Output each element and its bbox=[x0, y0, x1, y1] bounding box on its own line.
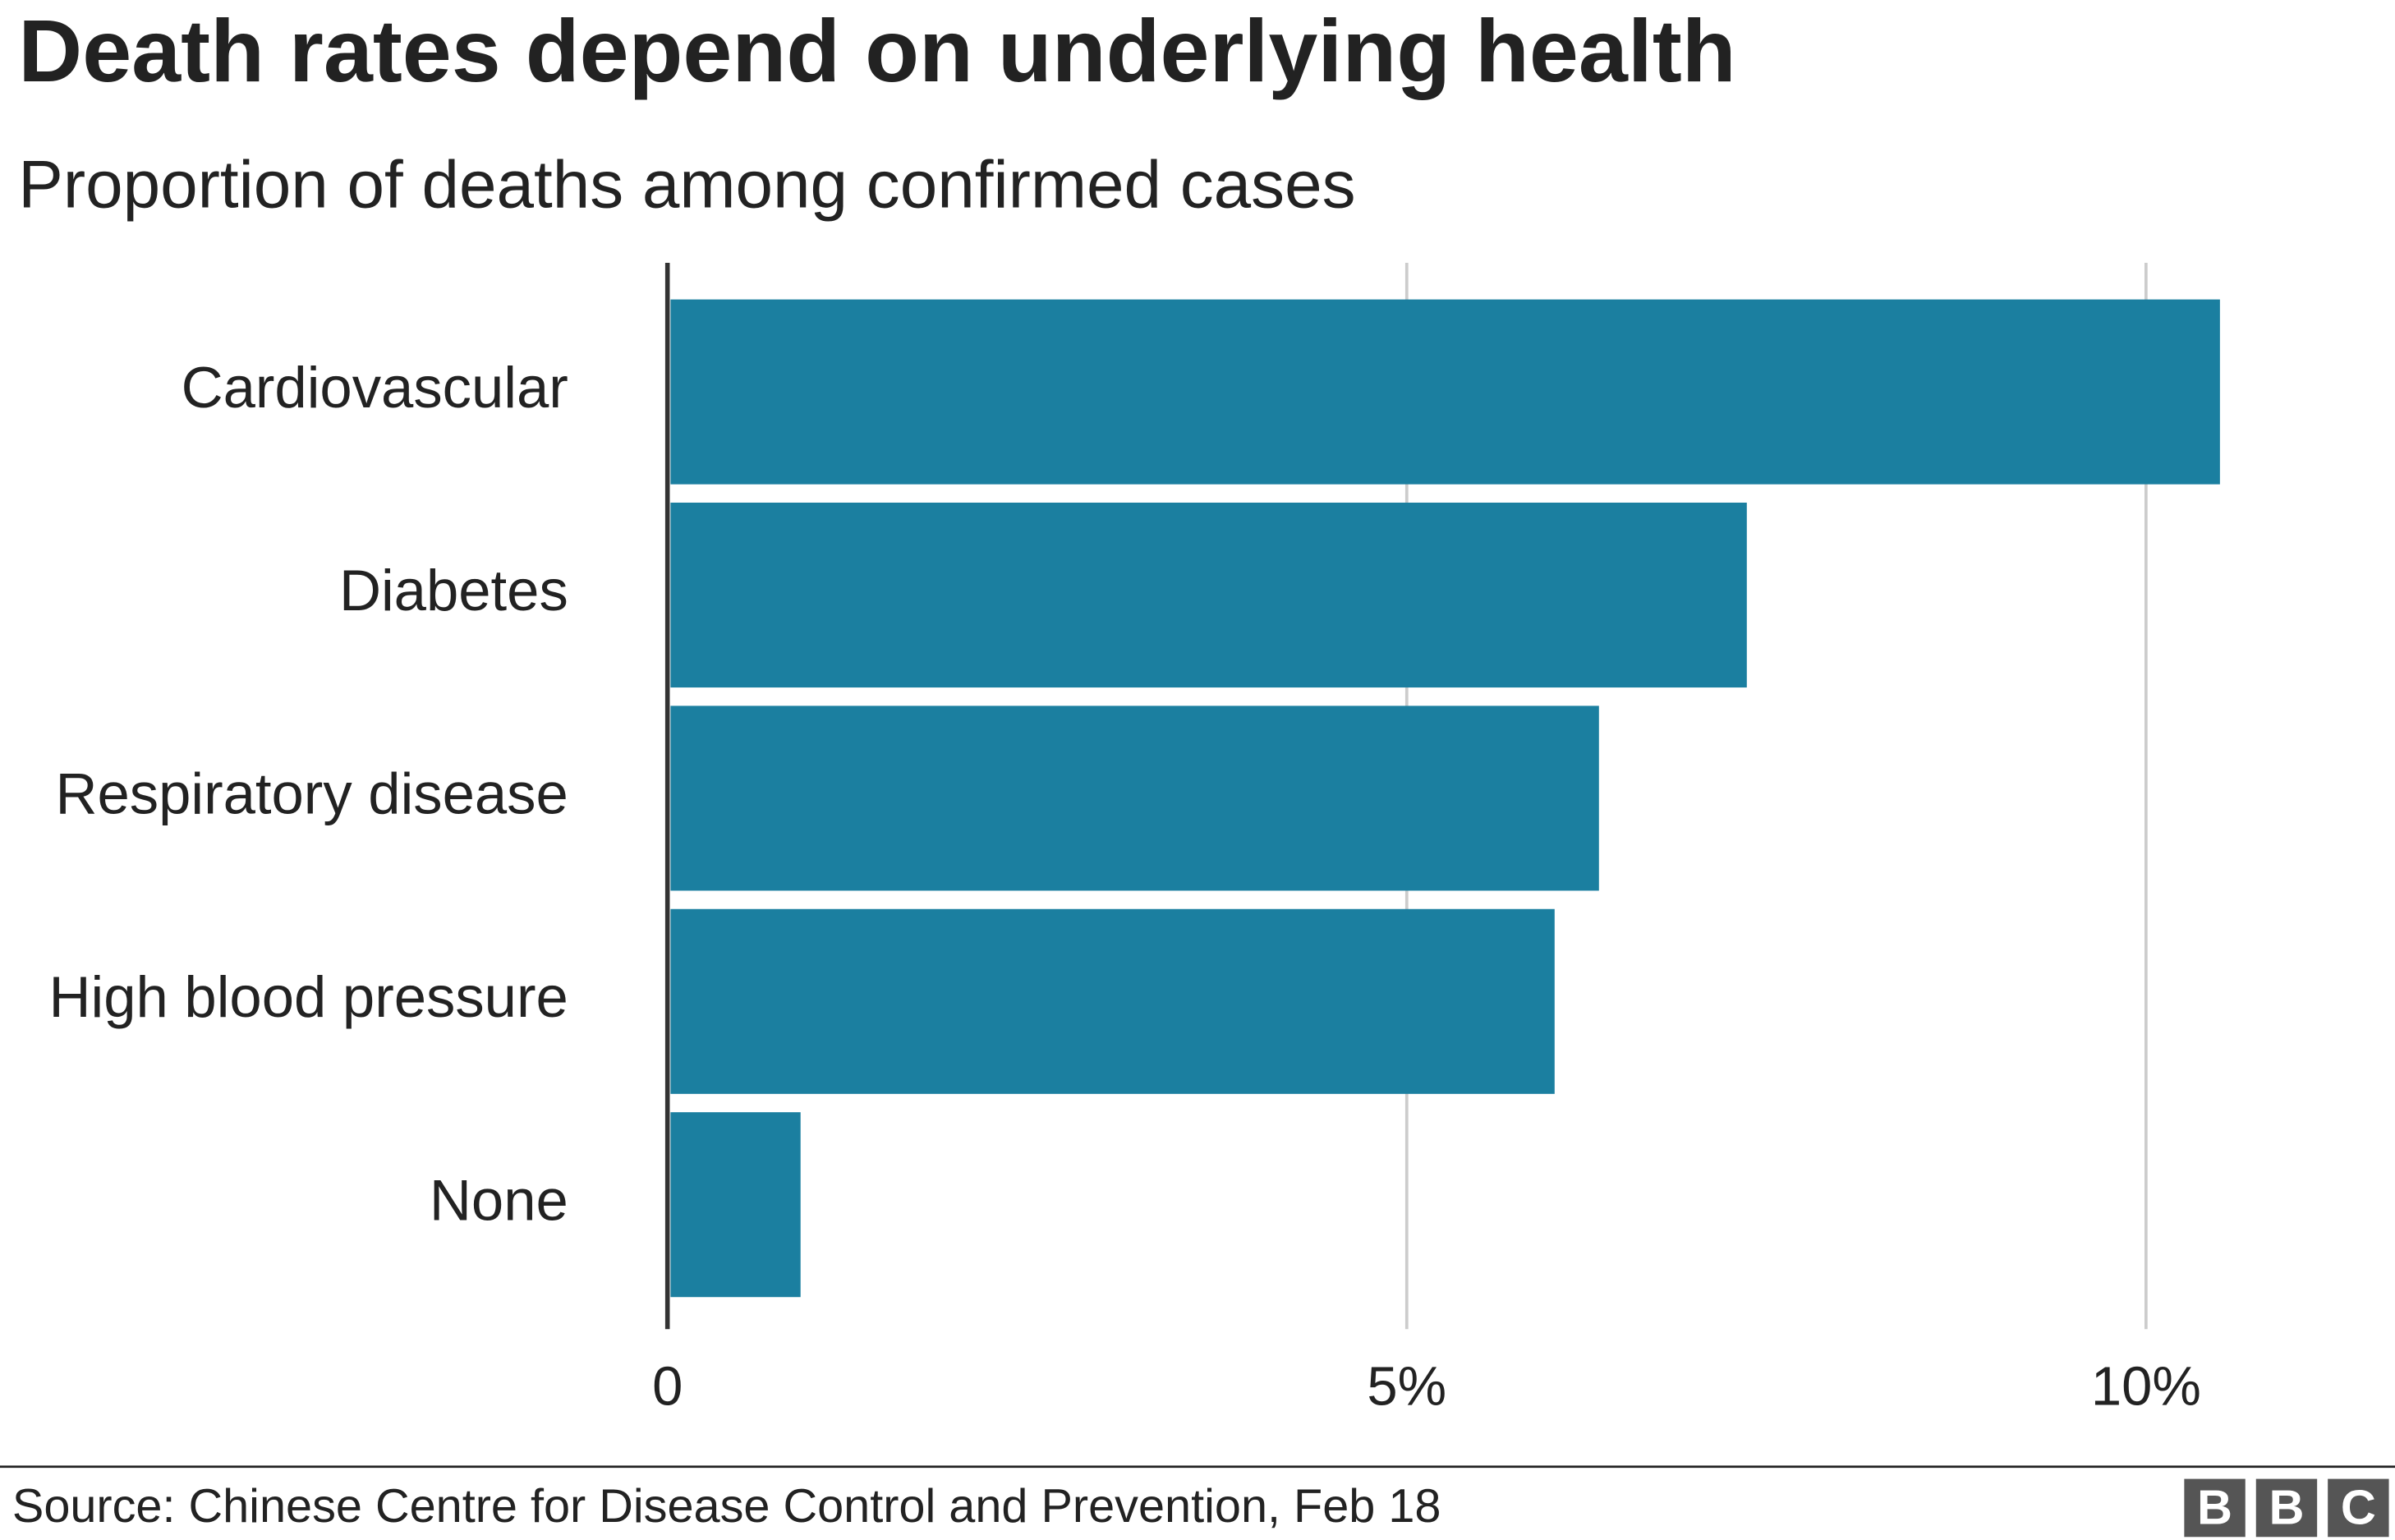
chart-title: Death rates depend on underlying health bbox=[18, 1, 1735, 100]
logo-box bbox=[2184, 1478, 2246, 1538]
bar bbox=[670, 502, 1747, 688]
y-tick-label: Cardiovascular bbox=[182, 355, 568, 420]
x-tick-label: 10% bbox=[2091, 1355, 2201, 1417]
logo-letter: B bbox=[2197, 1479, 2232, 1534]
y-tick-label: Respiratory disease bbox=[55, 761, 568, 826]
bar bbox=[670, 908, 1555, 1094]
y-tick-label: None bbox=[430, 1167, 568, 1232]
bar bbox=[670, 299, 2220, 485]
logo-letter: C bbox=[2341, 1479, 2376, 1534]
logo-box bbox=[2255, 1478, 2318, 1538]
chart-subtitle: Proportion of deaths among confirmed cas… bbox=[18, 147, 1355, 222]
y-tick-label: High blood pressure bbox=[49, 964, 568, 1029]
bar bbox=[670, 1112, 801, 1298]
y-tick-label: Diabetes bbox=[339, 558, 568, 623]
bar bbox=[670, 706, 1599, 891]
x-tick-label: 0 bbox=[652, 1355, 683, 1417]
x-tick-label: 5% bbox=[1367, 1355, 1446, 1417]
logo-letter: B bbox=[2269, 1479, 2304, 1534]
logo-box bbox=[2328, 1478, 2389, 1538]
source: Source: Chinese Centre for Disease Contr… bbox=[12, 1480, 1441, 1533]
